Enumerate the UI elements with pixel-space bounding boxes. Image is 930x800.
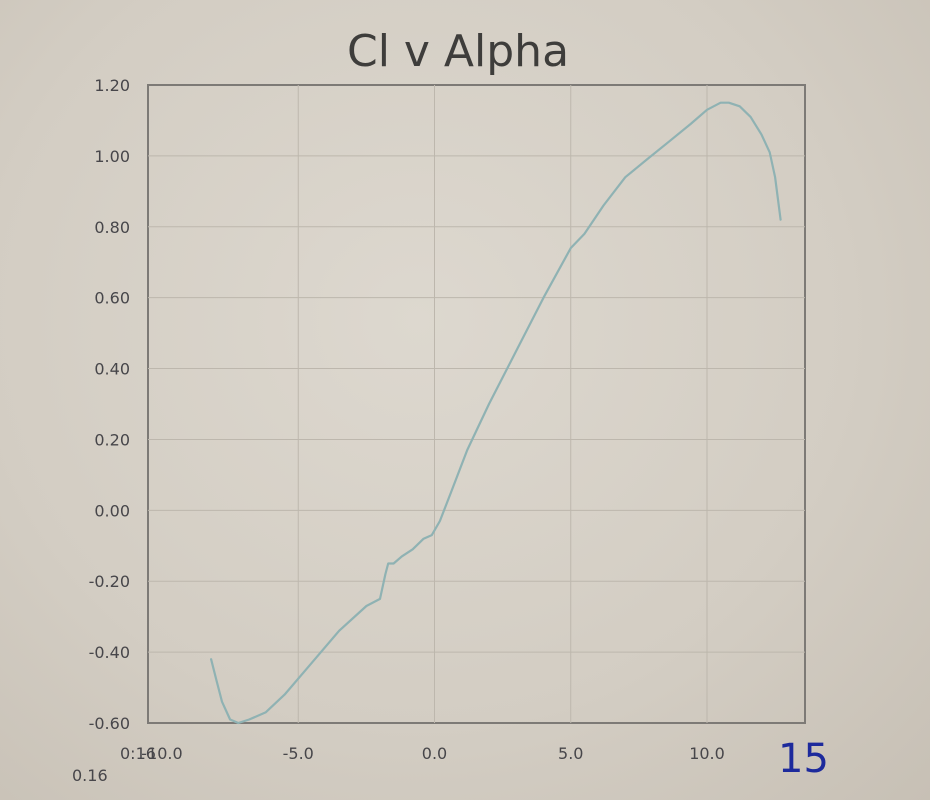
grid-lines: [148, 85, 805, 723]
stray-label-1: 0:16: [120, 744, 156, 763]
x-tick-label: 10.0: [689, 744, 725, 763]
y-tick-label: -0.20: [89, 572, 130, 591]
y-tick-label: 0.20: [94, 430, 130, 449]
chart-title: Cl v Alpha: [347, 26, 569, 77]
y-tick-label: 0.40: [94, 360, 130, 379]
y-tick-label: 0.00: [94, 501, 130, 520]
y-tick-label: 1.20: [94, 76, 130, 95]
y-tick-label: -0.40: [89, 643, 130, 662]
y-tick-label: 0.80: [94, 218, 130, 237]
x-tick-label: 0.0: [422, 744, 447, 763]
series-line-cl: [210, 101, 782, 725]
x-tick-label: 5.0: [558, 744, 583, 763]
x-tick-label: -5.0: [283, 744, 314, 763]
handwritten-note: 15: [778, 736, 829, 782]
plot-area-frame: [147, 84, 806, 724]
x-tick-label: -10.0: [141, 744, 182, 763]
tick-labels: -10.0 -5.0 0.0 5.0 10.0 1.20 1.00 0.80 0.60 0.40 0…: [89, 76, 725, 763]
y-tick-label: 1.00: [94, 147, 130, 166]
stray-label-2: 0.16: [72, 766, 108, 785]
y-tick-label: -0.60: [89, 714, 130, 733]
y-tick-label: 0.60: [94, 289, 130, 308]
